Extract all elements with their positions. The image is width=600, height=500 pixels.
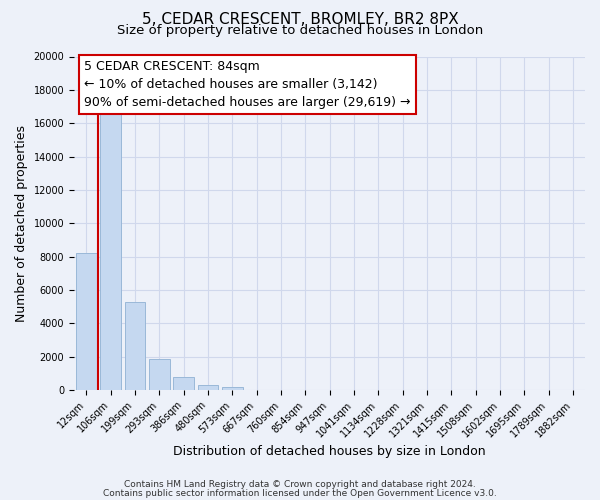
Text: Contains HM Land Registry data © Crown copyright and database right 2024.: Contains HM Land Registry data © Crown c… — [124, 480, 476, 489]
Bar — [149, 359, 170, 390]
Text: Size of property relative to detached houses in London: Size of property relative to detached ho… — [117, 24, 483, 37]
Bar — [125, 302, 145, 390]
X-axis label: Distribution of detached houses by size in London: Distribution of detached houses by size … — [173, 444, 486, 458]
Text: 5 CEDAR CRESCENT: 84sqm
← 10% of detached houses are smaller (3,142)
90% of semi: 5 CEDAR CRESCENT: 84sqm ← 10% of detache… — [84, 60, 411, 109]
Bar — [222, 386, 242, 390]
Bar — [100, 113, 121, 390]
Bar — [76, 254, 97, 390]
Y-axis label: Number of detached properties: Number of detached properties — [15, 124, 28, 322]
Bar — [197, 385, 218, 390]
Bar — [173, 376, 194, 390]
Text: 5, CEDAR CRESCENT, BROMLEY, BR2 8PX: 5, CEDAR CRESCENT, BROMLEY, BR2 8PX — [142, 12, 458, 28]
Text: Contains public sector information licensed under the Open Government Licence v3: Contains public sector information licen… — [103, 488, 497, 498]
